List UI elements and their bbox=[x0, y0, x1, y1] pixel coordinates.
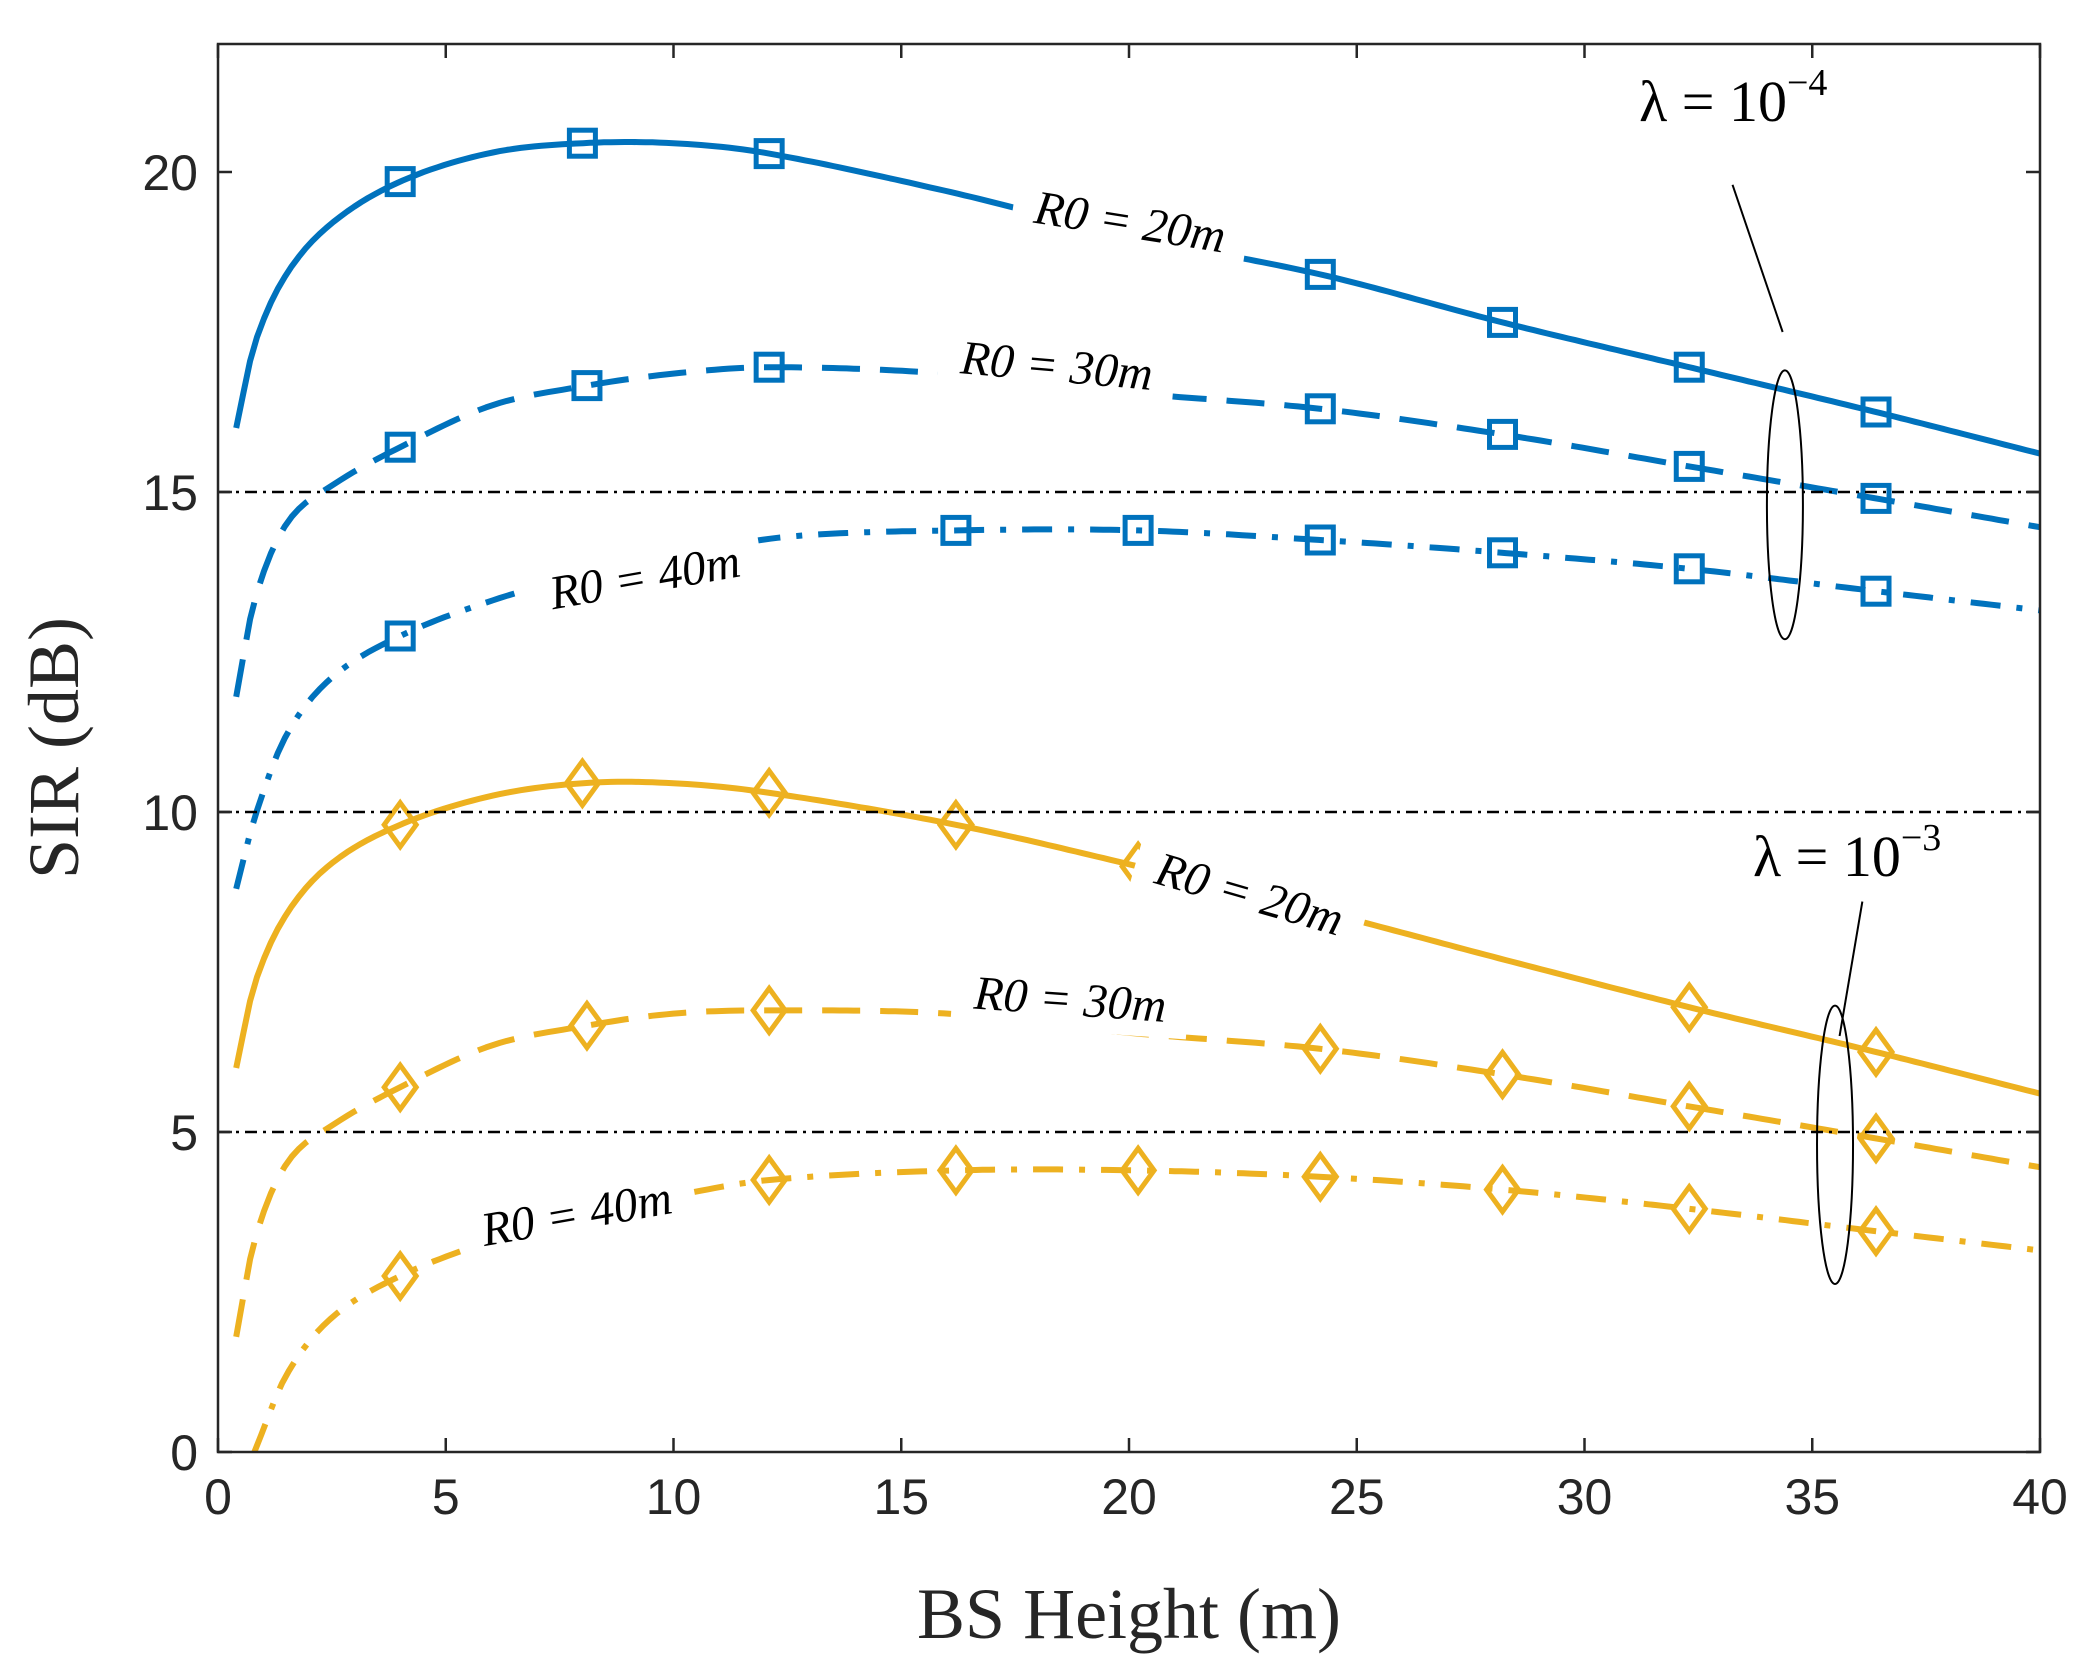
marker-s1-7 bbox=[1860, 396, 1892, 428]
curve-label-2: R0 = 30m bbox=[936, 323, 1178, 408]
group-label-base: λ = 10 bbox=[1639, 69, 1787, 134]
y-tick-label-20: 20 bbox=[142, 145, 198, 201]
marker-s3-7 bbox=[1860, 575, 1892, 607]
marker-s3-2 bbox=[940, 514, 972, 546]
x-tick-label-15: 15 bbox=[873, 1469, 929, 1525]
series-line-6 bbox=[251, 1166, 2041, 1454]
marker-s1-4 bbox=[1304, 258, 1336, 290]
marker-s6-2 bbox=[750, 1153, 789, 1207]
group-ellipse-2 bbox=[1816, 1004, 1855, 1286]
marker-s5-6 bbox=[1670, 1080, 1709, 1133]
marker-s5-5 bbox=[1483, 1048, 1522, 1101]
marker-s6-5 bbox=[1301, 1150, 1340, 1204]
marker-s6-6 bbox=[1483, 1163, 1522, 1216]
group-label-lam4: λ = 10−4 bbox=[1639, 62, 1827, 134]
x-tick-label-35: 35 bbox=[1784, 1469, 1840, 1525]
marker-s5-3 bbox=[750, 984, 789, 1037]
marker-s1-3 bbox=[753, 138, 785, 170]
x-axis-title: BS Height (m) bbox=[917, 1574, 1341, 1654]
marker-s3-3 bbox=[1122, 514, 1154, 546]
marker-s6-1 bbox=[381, 1249, 420, 1303]
marker-s2-6 bbox=[1673, 450, 1705, 482]
marker-s5-4 bbox=[1301, 1022, 1340, 1076]
marker-s6-4 bbox=[1119, 1144, 1158, 1197]
marker-s6-8 bbox=[1856, 1204, 1896, 1258]
series-line-3 bbox=[233, 526, 2041, 890]
x-tick-label-40: 40 bbox=[2012, 1469, 2068, 1525]
y-tick-label-5: 5 bbox=[170, 1105, 198, 1161]
marker-s2-7 bbox=[1860, 482, 1892, 514]
marker-s2-4 bbox=[1304, 393, 1336, 425]
y-axis-title: SIR (dB) bbox=[14, 617, 94, 879]
group-ellipse-1 bbox=[1765, 369, 1804, 641]
group-label-exponent: −3 bbox=[1901, 817, 1941, 859]
marker-s6-7 bbox=[1670, 1182, 1709, 1236]
group-label-lam3: λ = 10−3 bbox=[1753, 817, 1941, 889]
axes: 0 5 10 15 20 25 30 35 40 0 5 10 15 20 bbox=[142, 44, 2068, 1525]
marker-s2-5 bbox=[1487, 418, 1519, 450]
group-leader-line-2 bbox=[1838, 901, 1864, 1037]
y-tick-label-0: 0 bbox=[170, 1425, 198, 1481]
marker-s2-2 bbox=[571, 370, 603, 402]
x-tick-label-25: 25 bbox=[1329, 1469, 1385, 1525]
marker-s2-3 bbox=[753, 351, 785, 383]
x-tick-label-20: 20 bbox=[1101, 1469, 1157, 1525]
marker-s1-2 bbox=[566, 127, 598, 159]
series-markers bbox=[381, 127, 1896, 1303]
marker-s4-3 bbox=[750, 766, 789, 820]
marker-s3-1 bbox=[384, 620, 416, 652]
group-label-base: λ = 10 bbox=[1753, 824, 1901, 889]
marker-s4-6 bbox=[1670, 980, 1709, 1034]
group-leader-line-1 bbox=[1731, 184, 1784, 333]
x-tick-label-5: 5 bbox=[432, 1469, 460, 1525]
x-tick-label-0: 0 bbox=[204, 1469, 232, 1525]
y-tick-label-15: 15 bbox=[142, 465, 198, 521]
marker-s4-7 bbox=[1856, 1025, 1896, 1079]
group-label-exponent: −4 bbox=[1787, 62, 1827, 104]
marker-s3-4 bbox=[1304, 524, 1336, 556]
marker-s2-1 bbox=[384, 431, 416, 463]
marker-s1-5 bbox=[1487, 306, 1519, 338]
marker-s3-6 bbox=[1673, 553, 1705, 585]
marker-s5-2 bbox=[567, 999, 607, 1052]
curve-label-5: R0 = 30m bbox=[950, 959, 1191, 1040]
marker-s1-1 bbox=[384, 166, 416, 198]
y-tick-label-10: 10 bbox=[142, 785, 198, 841]
marker-s4-4 bbox=[936, 798, 976, 852]
marker-s5-1 bbox=[381, 1060, 420, 1114]
reference-lines bbox=[218, 490, 2040, 1134]
x-tick-label-30: 30 bbox=[1557, 1469, 1613, 1525]
marker-s4-1 bbox=[381, 798, 420, 852]
x-tick-label-10: 10 bbox=[646, 1469, 702, 1525]
marker-s3-5 bbox=[1487, 537, 1519, 569]
marker-s6-3 bbox=[936, 1144, 976, 1197]
marker-s1-6 bbox=[1673, 351, 1705, 383]
marker-s4-2 bbox=[563, 756, 602, 810]
